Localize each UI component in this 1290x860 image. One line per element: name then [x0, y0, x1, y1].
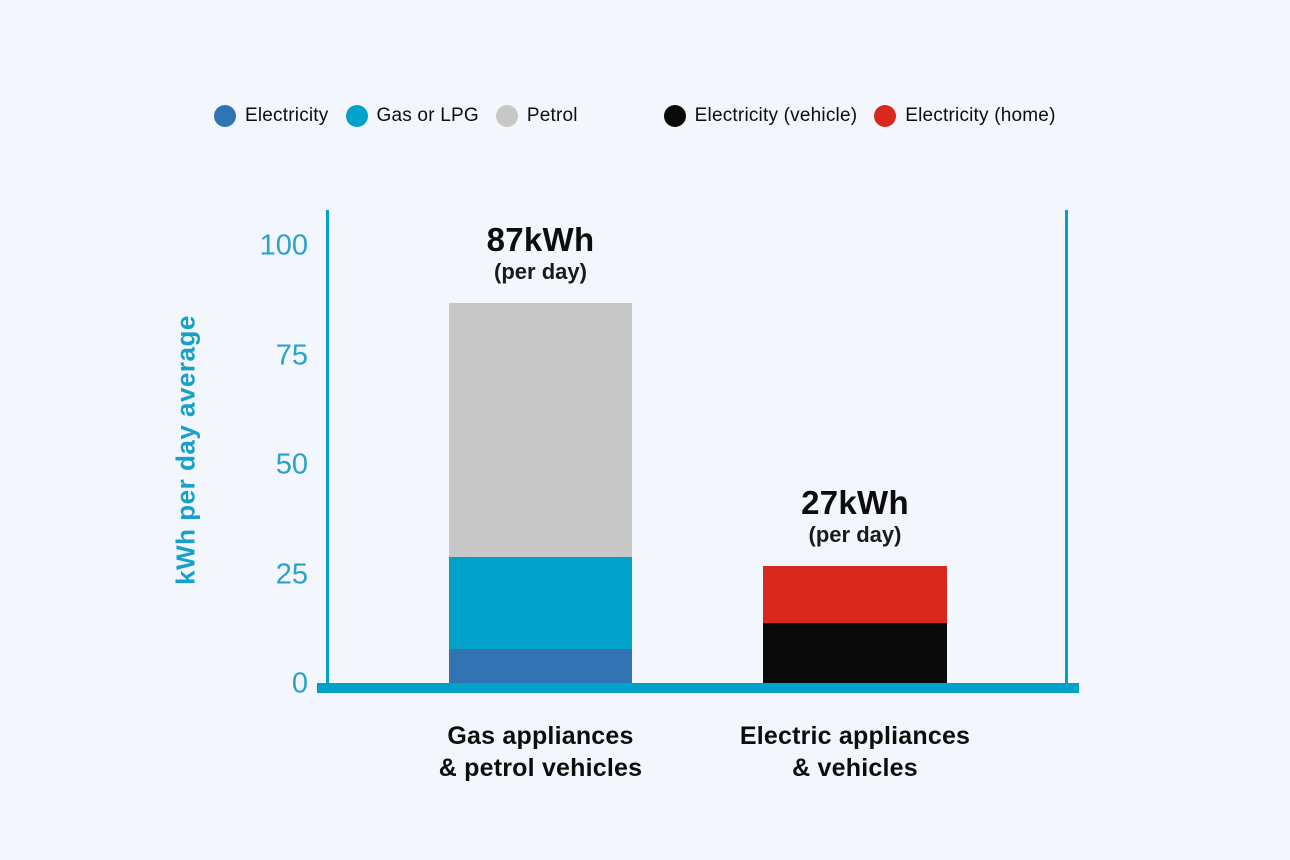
legend-group-1: Electricity Gas or LPG Petrol [214, 105, 578, 127]
bar-total-sublabel: (per day) [494, 259, 587, 285]
legend-item-electricity-vehicle: Electricity (vehicle) [663, 105, 858, 127]
legend: Electricity Gas or LPG Petrol Electricity (… [214, 105, 1056, 127]
legend-item-gas-or-lpg: Gas or LPG [345, 105, 479, 127]
y-axis-line [326, 210, 329, 684]
y-tick-label-25: 25 [275, 558, 308, 590]
bar-total-sublabel: (per day) [808, 522, 902, 548]
x-category-label-2: Electric appliances & vehicles [739, 722, 971, 782]
y-axis-title: kWh per day average [170, 315, 201, 585]
bar-total-annotation: 27kWh (per day) [801, 483, 909, 550]
legend-swatch-icon [874, 105, 897, 127]
legend-item-electricity-home: Electricity (home) [874, 105, 1055, 127]
y-tick-label-75: 75 [275, 339, 308, 371]
bar-total-annotation: 87kWh (per day) [486, 221, 595, 287]
legend-swatch-icon [663, 105, 686, 127]
y-tick-label-50: 50 [275, 448, 308, 481]
legend-swatch-icon [214, 105, 236, 127]
legend-label: Petrol [526, 105, 578, 126]
x-axis-baseline [317, 683, 1079, 693]
stacked-bar-gas-appliances [449, 302, 632, 684]
stacked-bar-electric-appliances [763, 565, 947, 684]
bar-segment-electricity [449, 648, 632, 684]
legend-label: Electricity (vehicle) [694, 105, 858, 126]
legend-label: Gas or LPG [376, 105, 479, 126]
bar-segment-gas-or-lpg [449, 557, 632, 649]
bar-segment-petrol [449, 302, 632, 557]
bar-total-value: 27kWh [801, 483, 909, 521]
bar-segment-electricity-vehicle [763, 622, 947, 684]
legend-label: Electricity (home) [905, 105, 1056, 126]
legend-item-electricity: Electricity [214, 105, 329, 127]
y-tick-label-100: 100 [259, 229, 308, 262]
legend-label: Electricity [245, 105, 329, 126]
right-frame-line [1065, 210, 1068, 684]
legend-swatch-icon [345, 105, 368, 127]
bar-segment-electricity-home [763, 565, 947, 623]
legend-swatch-icon [495, 105, 518, 127]
legend-group-2: Electricity (vehicle) Electricity (home) [663, 105, 1056, 127]
x-category-label-1: Gas appliances & petrol vehicles [438, 722, 643, 782]
legend-item-petrol: Petrol [495, 105, 578, 127]
y-tick-label-0: 0 [291, 667, 308, 700]
bar-total-value: 87kWh [486, 221, 595, 259]
